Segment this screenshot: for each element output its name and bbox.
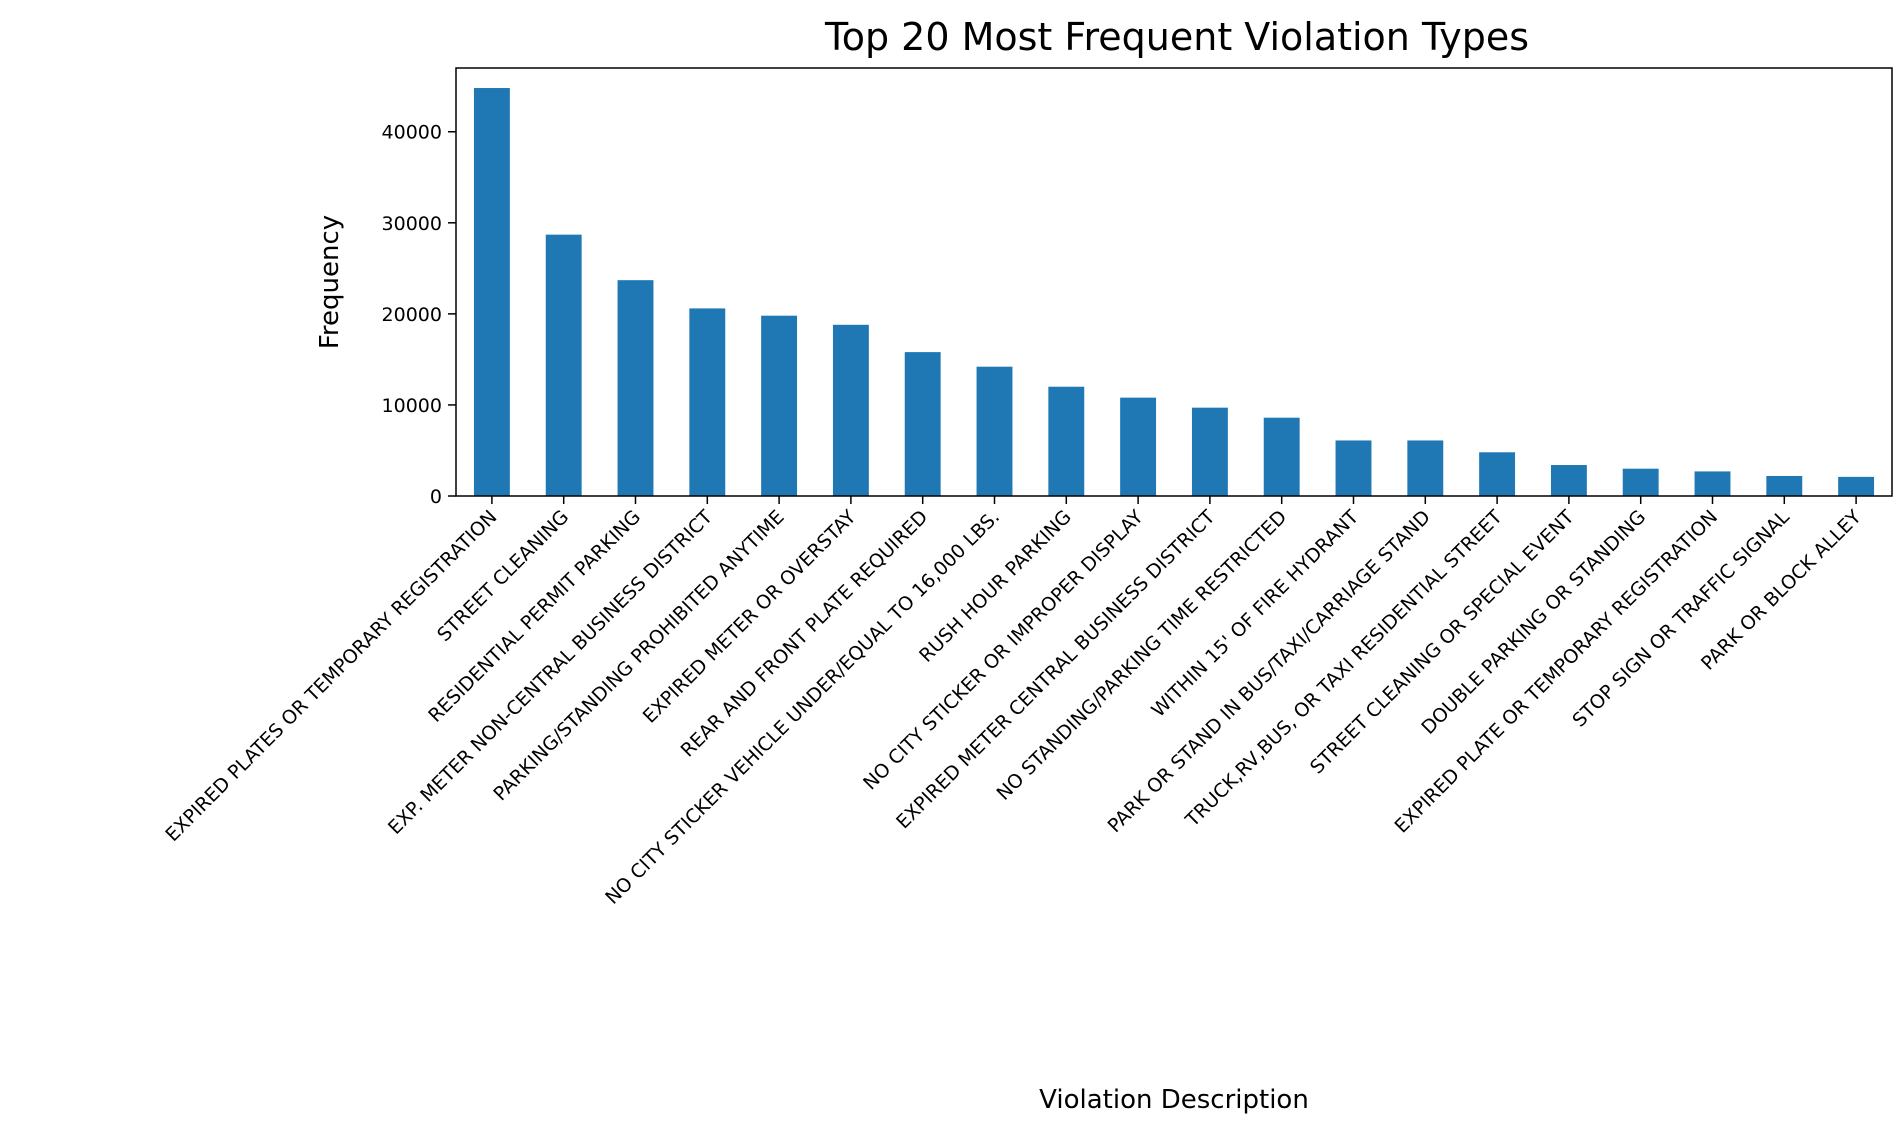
y-axis: 0 10000 20000 30000 40000 [382,122,456,508]
y-tick-label: 40000 [382,122,442,144]
x-tick-label: EXP. METER NON-CENTRAL BUSINESS DISTRICT [384,506,717,839]
y-axis-label: Frequency [315,215,345,349]
bar-16 [1550,465,1587,496]
bar-18 [1694,471,1731,496]
x-axis-label: Violation Description [1039,1085,1309,1115]
bar-1 [473,88,510,496]
y-tick-label: 0 [430,486,442,508]
x-tick-label: EXPIRED PLATES OR TEMPORARY REGISTRATION [161,506,501,846]
bar-17 [1622,468,1659,496]
x-axis: EXPIRED PLATES OR TEMPORARY REGISTRATION… [161,496,1866,909]
x-tick-label: STREET CLEANING [433,506,573,646]
y-tick-label: 20000 [382,304,442,326]
bar-10 [1120,397,1157,496]
bar-19 [1766,475,1803,496]
bar-8 [976,366,1013,496]
y-tick-label: 10000 [382,395,442,417]
y-tick-label: 30000 [382,213,442,235]
chart-title: Top 20 Most Frequent Violation Types [824,15,1529,59]
bar-20 [1838,476,1875,496]
bar-11 [1191,407,1228,496]
plot-frame [455,67,1893,497]
bar-15 [1479,452,1516,496]
bar-3 [617,280,654,496]
bar-4 [689,308,726,496]
bar-14 [1407,440,1444,496]
x-tick-label: STREET CLEANING OR SPECIAL EVENT [1306,506,1579,779]
bar-2 [545,234,582,497]
x-tick-label: REAR AND FRONT PLATE REQUIRED [677,506,933,762]
bar-6 [832,324,869,496]
bar-9 [1048,386,1085,496]
bar-13 [1335,440,1372,496]
bar-5 [761,315,798,496]
bars-group [473,88,1875,497]
bar-7 [904,352,941,496]
bar-12 [1263,417,1300,496]
